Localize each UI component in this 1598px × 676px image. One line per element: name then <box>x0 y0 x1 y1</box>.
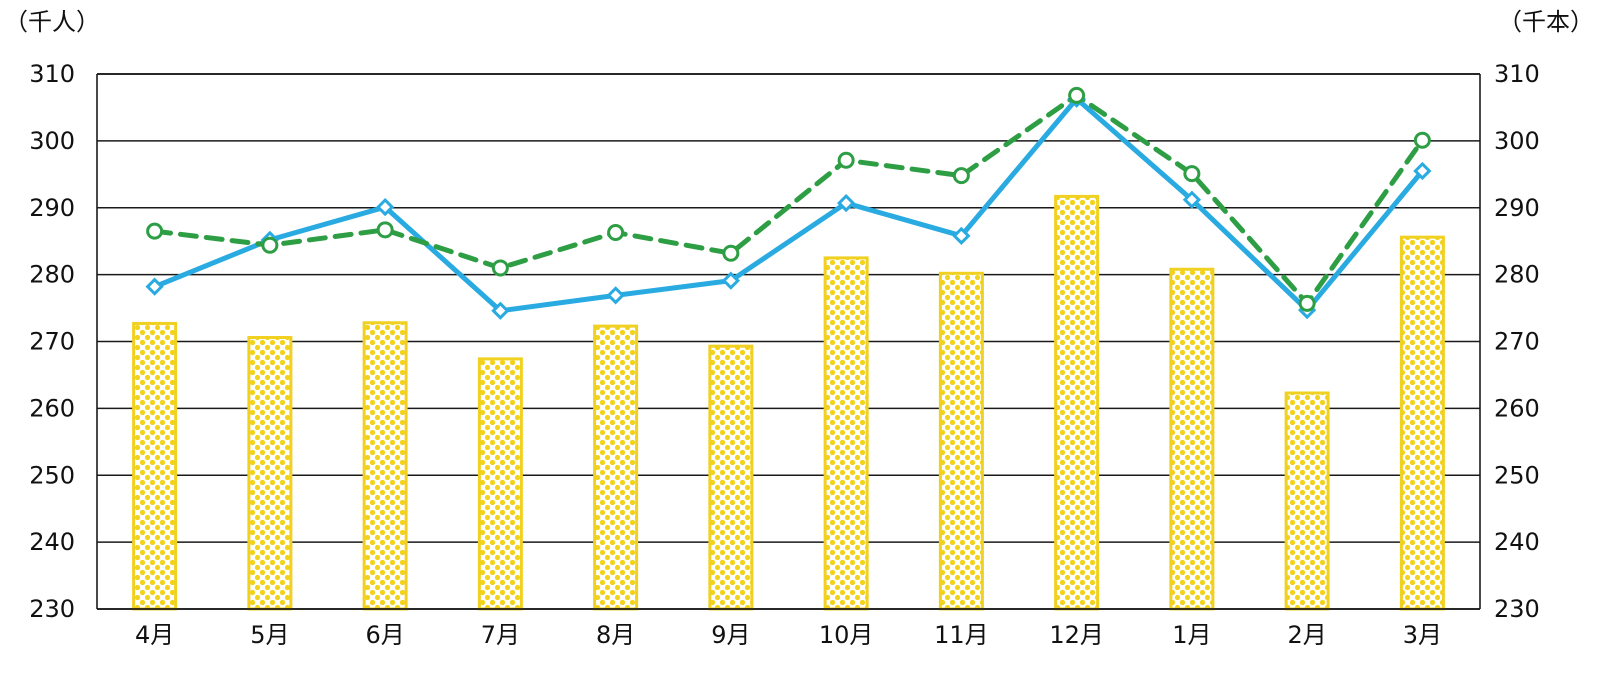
category-label: 1月 <box>1172 621 1211 649</box>
plot-frame <box>96 73 1481 610</box>
category-label: 7月 <box>481 621 520 649</box>
left-tick-label: 310 <box>29 60 75 88</box>
left-tick-label: 300 <box>29 127 75 155</box>
right-axis-unit: （千本） <box>1498 8 1594 36</box>
category-axis: 4月 5月 6月 7月 8月 9月 10月 11月 12月 1月 2月 3月 <box>135 621 1442 649</box>
circle-marker <box>722 244 740 262</box>
left-tick-label: 280 <box>29 261 75 289</box>
circle-marker <box>1068 86 1086 104</box>
bar-series <box>132 194 1445 611</box>
circle-marker <box>1413 131 1431 149</box>
right-tick-label: 250 <box>1494 461 1540 489</box>
left-tick-label: 240 <box>29 528 75 556</box>
left-tick-label: 260 <box>29 394 75 422</box>
right-tick-label: 230 <box>1494 595 1540 623</box>
bar <box>1284 391 1330 611</box>
category-label: 8月 <box>596 621 635 649</box>
bar <box>1399 235 1445 611</box>
diamond-marker <box>606 286 625 305</box>
category-label: 2月 <box>1287 621 1326 649</box>
circle-marker <box>952 167 970 185</box>
right-axis-ticks: 230 240 250 260 270 280 290 300 310 <box>1494 60 1540 623</box>
diamond-marker <box>721 271 740 290</box>
circle-marker <box>837 151 855 169</box>
bar <box>132 321 178 611</box>
left-axis-ticks: 230 240 250 260 270 280 290 300 310 <box>29 60 75 623</box>
category-label: 11月 <box>934 621 989 649</box>
category-label: 6月 <box>365 621 404 649</box>
diamond-marker <box>491 301 510 320</box>
bar <box>593 324 639 611</box>
category-label: 3月 <box>1403 621 1442 649</box>
right-tick-label: 280 <box>1494 261 1540 289</box>
bar <box>708 344 754 611</box>
right-tick-label: 300 <box>1494 127 1540 155</box>
category-label: 5月 <box>250 621 289 649</box>
right-tick-label: 310 <box>1494 60 1540 88</box>
right-tick-label: 260 <box>1494 394 1540 422</box>
circle-marker <box>1183 165 1201 183</box>
bar <box>247 335 293 611</box>
right-tick-label: 240 <box>1494 528 1540 556</box>
diamond-marker <box>145 277 164 296</box>
diamond-marker <box>837 193 856 213</box>
bar <box>477 357 523 611</box>
right-tick-label: 270 <box>1494 328 1540 356</box>
diamond-marker <box>376 197 395 217</box>
category-label: 4月 <box>135 621 174 649</box>
category-label: 9月 <box>711 621 750 649</box>
diamond-marker <box>1413 161 1432 181</box>
category-label: 10月 <box>819 621 874 649</box>
left-axis-unit: （千人） <box>4 8 100 36</box>
circle-marker <box>1298 294 1316 312</box>
left-tick-label: 250 <box>29 461 75 489</box>
category-label: 12月 <box>1049 621 1104 649</box>
circle-marker <box>491 259 509 277</box>
bar <box>938 271 984 611</box>
bar <box>823 256 869 611</box>
dashed-line <box>152 92 1425 306</box>
bar <box>1054 194 1100 611</box>
circle-marker <box>261 236 279 254</box>
circle-marker <box>607 223 625 241</box>
bar <box>1169 267 1215 611</box>
left-tick-label: 270 <box>29 328 75 356</box>
diamond-marker <box>1182 190 1201 209</box>
line-series <box>145 86 1432 320</box>
gridlines <box>97 73 1480 610</box>
diamond-marker <box>952 226 971 245</box>
bar <box>362 321 408 611</box>
left-tick-label: 230 <box>29 595 75 623</box>
left-tick-label: 290 <box>29 194 75 222</box>
solid-line <box>152 96 1425 314</box>
circle-marker <box>146 222 164 240</box>
right-tick-label: 290 <box>1494 194 1540 222</box>
circle-marker <box>376 221 394 239</box>
